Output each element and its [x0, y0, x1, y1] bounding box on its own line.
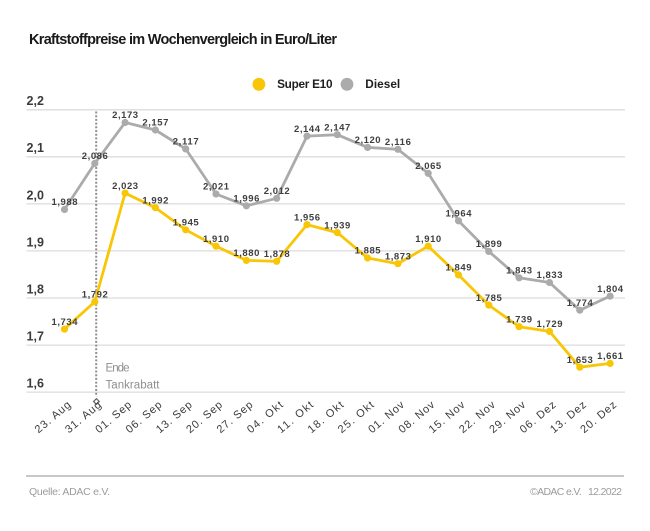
svg-text:©ADAC e.V. 12.2022: ©ADAC e.V. 12.2022 — [530, 486, 622, 498]
svg-text:1,774: 1,774 — [567, 298, 594, 309]
svg-text:2,157: 2,157 — [142, 118, 168, 129]
svg-text:2,1: 2,1 — [27, 141, 44, 155]
svg-text:1,996: 1,996 — [233, 194, 259, 205]
svg-text:1,939: 1,939 — [324, 220, 350, 231]
svg-text:2,065: 2,065 — [415, 161, 442, 172]
svg-text:2,0: 2,0 — [27, 188, 44, 202]
svg-text:2,021: 2,021 — [203, 182, 230, 193]
svg-text:1,880: 1,880 — [233, 248, 259, 259]
svg-text:Tankrabatt: Tankrabatt — [106, 380, 161, 392]
svg-text:1,792: 1,792 — [82, 290, 108, 301]
svg-text:1,785: 1,785 — [476, 293, 503, 304]
svg-text:1,833: 1,833 — [537, 270, 563, 281]
svg-text:1,956: 1,956 — [294, 212, 320, 223]
svg-text:1,661: 1,661 — [597, 351, 624, 362]
svg-text:1,6: 1,6 — [27, 377, 44, 391]
svg-text:2,120: 2,120 — [355, 135, 381, 146]
svg-text:1,734: 1,734 — [52, 317, 79, 328]
svg-text:1,849: 1,849 — [446, 263, 472, 274]
svg-text:1,653: 1,653 — [567, 355, 593, 366]
svg-text:Super E10: Super E10 — [277, 77, 333, 91]
svg-text:1,988: 1,988 — [52, 197, 78, 208]
svg-text:Ende: Ende — [106, 363, 130, 375]
svg-text:Kraftstoffpreise im Wochenverg: Kraftstoffpreise im Wochenvergleich in E… — [29, 32, 337, 48]
svg-text:2,023: 2,023 — [112, 181, 138, 192]
svg-text:1,945: 1,945 — [173, 218, 200, 229]
svg-text:1,873: 1,873 — [385, 251, 411, 262]
svg-text:1,899: 1,899 — [476, 239, 502, 250]
svg-text:1,7: 1,7 — [27, 329, 44, 343]
svg-text:1,843: 1,843 — [506, 266, 532, 277]
svg-text:2,116: 2,116 — [385, 137, 411, 148]
svg-text:1,992: 1,992 — [142, 195, 168, 206]
svg-text:1,739: 1,739 — [506, 314, 532, 325]
svg-text:1,910: 1,910 — [415, 234, 441, 245]
svg-text:2,086: 2,086 — [82, 151, 108, 162]
svg-text:2,2: 2,2 — [27, 94, 44, 108]
svg-text:1,878: 1,878 — [264, 249, 290, 260]
svg-text:2,147: 2,147 — [324, 122, 350, 133]
svg-text:2,173: 2,173 — [112, 110, 138, 121]
svg-text:2,012: 2,012 — [264, 186, 290, 197]
svg-text:Quelle: ADAC e.V.: Quelle: ADAC e.V. — [29, 486, 110, 498]
svg-text:2,117: 2,117 — [173, 137, 199, 148]
svg-text:1,729: 1,729 — [537, 319, 563, 330]
svg-text:1,9: 1,9 — [27, 235, 44, 249]
svg-text:1,910: 1,910 — [203, 234, 229, 245]
svg-text:1,804: 1,804 — [597, 284, 624, 295]
svg-text:Diesel: Diesel — [365, 77, 400, 91]
svg-text:2,144: 2,144 — [294, 124, 321, 135]
svg-text:1,885: 1,885 — [355, 246, 382, 257]
svg-text:1,8: 1,8 — [27, 282, 44, 296]
svg-text:1,964: 1,964 — [446, 209, 473, 220]
